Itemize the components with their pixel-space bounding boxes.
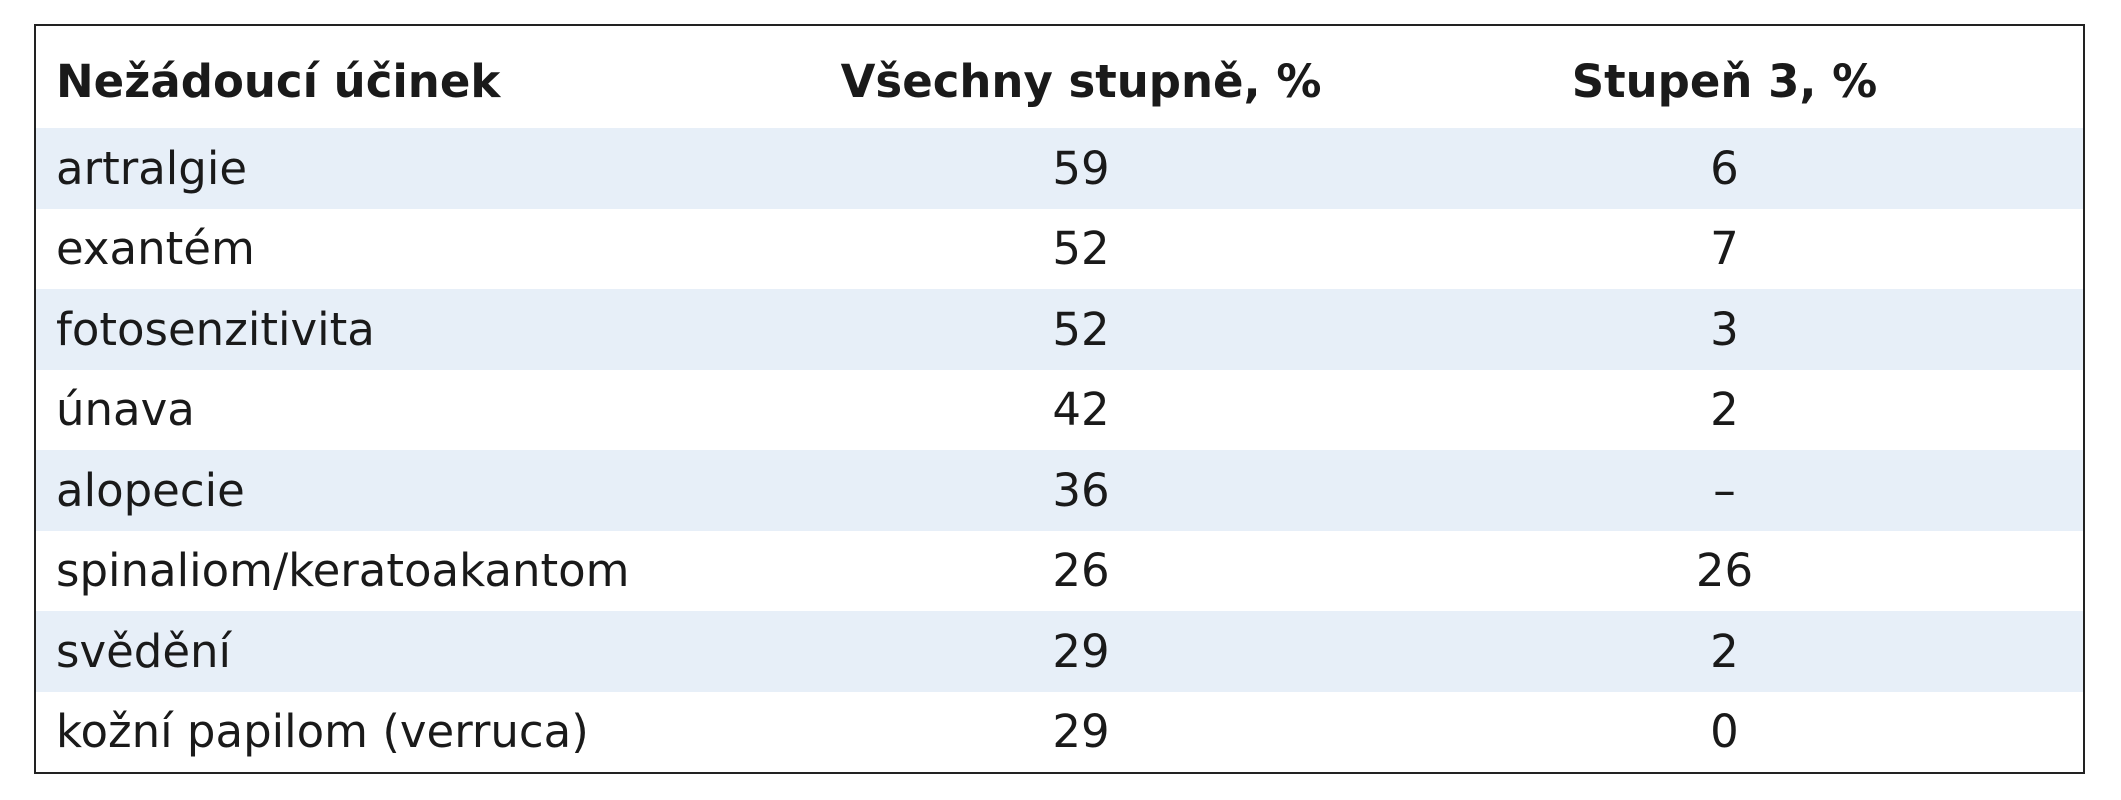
table-row: artralgie 59 6 [35,128,2084,209]
table-cell: artralgie [35,128,796,209]
table-cell: 3 [1366,289,2084,370]
table-cell: únava [56,383,195,437]
table-row: spinaliom/keratoakantom 26 26 [35,531,2084,612]
header-row: Nežádoucí účinek Všechny stupně, % Stupeň … [35,25,2084,128]
table-header: Nežádoucí účinek Všechny stupně, % Stupeň … [35,25,2084,128]
table-cell: spinaliom/keratoakantom [56,544,630,598]
table-row: svědění 29 2 [35,611,2084,692]
table-cell: 7 [1710,222,1739,276]
header-cell: Nežádoucí účinek [56,54,501,108]
table-cell: 52 [796,289,1366,370]
table-cell: kožní papilom (verruca) [56,705,589,759]
table-cell: exantém [56,222,255,276]
table-cell: 2 [1710,383,1739,437]
table-row: exantém 52 7 [35,209,2084,290]
table-row: kožní papilom (verruca) 29 0 [35,692,2084,774]
table-row: alopecie 36– [35,450,2084,531]
table-cell: 6 [1366,128,2084,209]
table-cell: 52 [1052,222,1110,276]
table-cell: 26 [1695,544,1754,598]
table-cell: 36 [796,450,1366,531]
header-cell: Všechny stupně, % [840,54,1322,108]
table-cell: svědění [35,611,796,692]
header-cell: Stupeň 3, % [1571,54,1878,108]
table-row: fotosenzitivita 52 3 [35,289,2084,370]
table-cell: 59 [796,128,1366,209]
table-cell: 29 [1052,705,1110,759]
table-body: artralgie 59 6 exantém 52 7 fotosenzitivita 52 3… [35,128,2084,773]
table-cell: 42 [1052,383,1110,437]
table-row: únava 42 2 [35,370,2084,451]
table-cell: fotosenzitivita [35,289,796,370]
table-cell: 2 [1366,611,2084,692]
adverse-events-table: Nežádoucí účinek Všechny stupně, % Stupeň … [34,24,2085,774]
table-cell: 29 [796,611,1366,692]
table-cell: 0 [1710,705,1739,759]
table-cell: – [1366,450,2084,531]
table-cell: 26 [1052,544,1110,598]
table-cell: alopecie [35,450,796,531]
